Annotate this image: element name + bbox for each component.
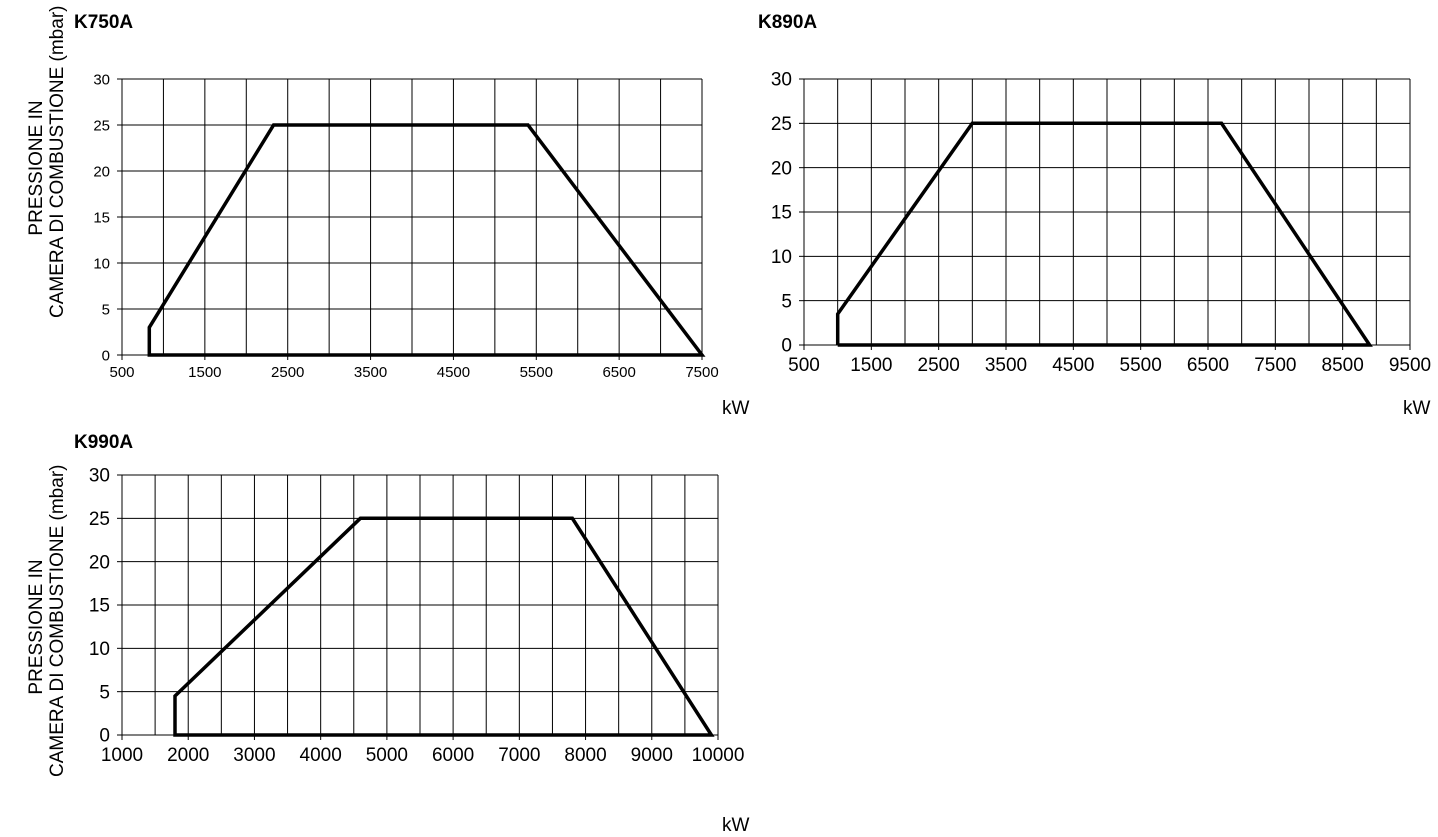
chart-title: K890A [758, 12, 818, 33]
y-tick-label: 25 [89, 509, 110, 530]
x-tick-label: 4500 [1052, 355, 1094, 376]
chart-k990a: K990A PRESSIONE IN CAMERA DI COMBUSTIONE… [26, 432, 750, 836]
y-tick-label: 15 [93, 209, 110, 226]
x-tick-label: 9500 [1389, 355, 1431, 376]
chart-k890a: K890A 0 5 10 15 20 25 30 500 1500 2500 3500 4500 550… [758, 12, 1431, 419]
y-tick-label: 20 [93, 163, 110, 180]
x-tick-label: 4500 [437, 364, 470, 381]
x-tick-label: 8000 [564, 745, 606, 766]
y-tick-label: 10 [93, 255, 110, 272]
x-tick-label: 7500 [685, 364, 718, 381]
x-tick-label: 6500 [1187, 355, 1229, 376]
chart-title: K750A [74, 12, 134, 33]
x-tick-label: 9000 [631, 745, 673, 766]
x-tick-label: 2000 [167, 745, 209, 766]
y-tick-label: 15 [771, 203, 792, 224]
x-axis-unit-label: kW [722, 398, 750, 419]
y-tick-label: 15 [89, 596, 110, 617]
x-tick-label: 3000 [233, 745, 275, 766]
y-tick-label: 30 [89, 466, 110, 487]
y-tick-label: 5 [99, 682, 110, 703]
y-tick-label: 25 [771, 114, 792, 135]
x-tick-label: 8500 [1322, 355, 1364, 376]
y-tick-label: 0 [781, 336, 792, 357]
x-tick-label: 4000 [300, 745, 342, 766]
x-tick-label: 6000 [432, 745, 474, 766]
x-tick-label: 10000 [692, 745, 745, 766]
x-tick-label: 7000 [498, 745, 540, 766]
x-tick-label: 6500 [602, 364, 635, 381]
x-axis-unit-label: kW [722, 815, 750, 836]
x-tick-label: 5500 [520, 364, 553, 381]
y-tick-label: 5 [781, 291, 792, 312]
working-range-line [173, 516, 715, 737]
y-tick-label: 20 [89, 552, 110, 573]
x-tick-label: 7500 [1254, 355, 1296, 376]
x-tick-label: 500 [788, 355, 820, 376]
x-tick-label: 1500 [188, 364, 221, 381]
y-tick-label: 20 [771, 158, 792, 179]
y-tick-label: 0 [99, 726, 110, 747]
y-tick-label: 30 [771, 70, 792, 91]
x-tick-label: 500 [109, 364, 134, 381]
y-tick-label: 30 [93, 71, 110, 88]
working-range-line [147, 123, 706, 357]
x-tick-label: 5500 [1120, 355, 1162, 376]
plot-area: 0 5 10 15 20 25 30 1000 2000 3000 4000 5000 6000 7000… [89, 466, 745, 766]
plot-area: 0 5 10 15 20 25 30 500 1500 2500 3500 4500 5500 6500 7… [771, 70, 1431, 376]
x-tick-label: 2500 [271, 364, 304, 381]
x-tick-label: 3500 [985, 355, 1027, 376]
chart-k750a: K750A PRESSIONE IN CAMERA DI COMBUSTIONE… [0, 0, 760, 420]
y-tick-label: 25 [93, 117, 110, 134]
y-tick-label: 5 [102, 301, 110, 318]
chart-title: K990A [74, 432, 134, 453]
plot-area: 0 5 10 15 20 25 30 500 1500 2500 3500 4500 5500 6500 7… [93, 71, 718, 381]
y-tick-label: 10 [771, 247, 792, 268]
x-tick-label: 3500 [354, 364, 387, 381]
x-axis-unit-label: kW [1403, 398, 1431, 419]
working-range-line [835, 121, 1373, 347]
y-tick-label: 10 [89, 639, 110, 660]
x-tick-label: 1000 [101, 745, 143, 766]
x-tick-label: 2500 [918, 355, 960, 376]
y-tick-label: 0 [102, 347, 110, 364]
x-tick-label: 5000 [366, 745, 408, 766]
x-tick-label: 1500 [850, 355, 892, 376]
